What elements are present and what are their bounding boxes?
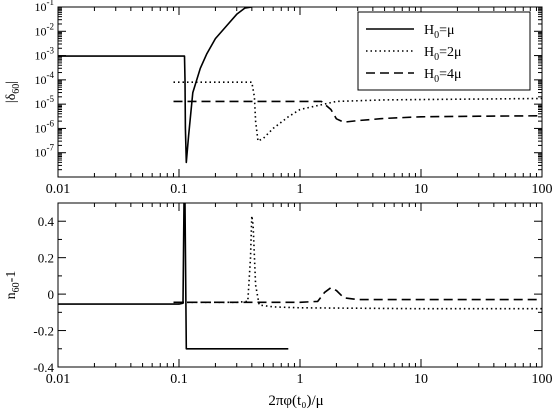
y-tick-label: 10-6 xyxy=(35,118,55,135)
y-tick-label: 0 xyxy=(48,287,55,302)
bottom-panel: 0.01 0.1 1 10 100 -0.4 -0.2 0 0.2 0.4 n60-1 xyxy=(4,202,553,387)
series-line-solid xyxy=(58,203,289,350)
x-tick-label: 0.01 xyxy=(46,372,71,387)
bottom-series-group xyxy=(58,203,542,350)
series-line-dotted xyxy=(173,81,542,142)
top-series-group xyxy=(58,7,542,164)
x-tick-label: 10 xyxy=(414,182,428,197)
series-line-dotted xyxy=(173,215,542,310)
legend-label: H0=2μ xyxy=(424,45,462,63)
y-tick-label: 10-1 xyxy=(35,0,55,14)
legend-frame xyxy=(357,11,531,91)
x-tick-label: 0.1 xyxy=(170,372,188,387)
bottom-plot-frame xyxy=(57,202,543,368)
x-tick-label: 0.01 xyxy=(46,182,71,197)
y-tick-label: 10-4 xyxy=(35,70,55,87)
y-tick-label: 0.4 xyxy=(38,214,55,229)
x-tick-label: 1 xyxy=(297,182,304,197)
legend-label: H0=4μ xyxy=(424,67,462,85)
x-tick-label: 10 xyxy=(414,372,428,387)
x-tick-label: 1 xyxy=(297,372,304,387)
y-axis-label: n60-1 xyxy=(4,271,22,300)
series-line-dashed xyxy=(173,100,542,123)
legend-label: H0=μ xyxy=(424,23,455,41)
y-tick-label: 10-5 xyxy=(35,94,55,111)
series-line-solid xyxy=(58,7,252,164)
x-tick-label: 100 xyxy=(532,372,553,387)
y-tick-label: 10-2 xyxy=(35,21,55,38)
y-tick-label: 0.2 xyxy=(38,251,54,266)
legend: H0=μ H0=2μ H0=4μ xyxy=(357,11,531,91)
y-tick-label: 10-7 xyxy=(35,143,55,160)
x-tick-label: 0.1 xyxy=(170,182,188,197)
series-line-dashed xyxy=(173,286,542,304)
top-panel: 0.01 0.1 1 10 100 10-7 10-6 10-5 10-4 10-3 10-2 10-… xyxy=(4,0,553,197)
x-axis-label: 2πφ(t₀)/μ xyxy=(268,393,323,409)
y-axis-label: |δ60| xyxy=(4,81,22,103)
x-tick-label: 100 xyxy=(532,182,553,197)
y-tick-label: -0.4 xyxy=(33,360,54,375)
y-tick-label: -0.2 xyxy=(33,324,54,339)
y-tick-label: 10-3 xyxy=(35,46,55,63)
